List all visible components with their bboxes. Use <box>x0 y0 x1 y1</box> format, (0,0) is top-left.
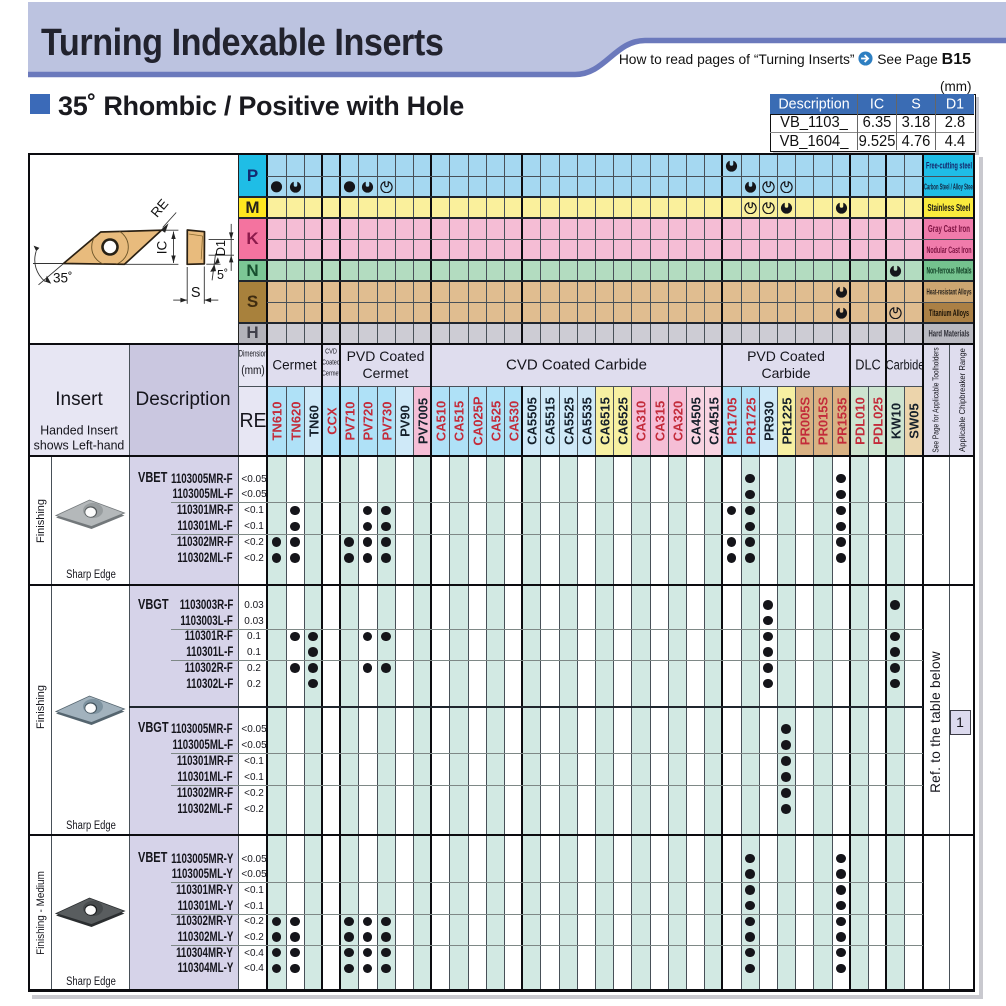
svg-text:Gray Cast Iron: Gray Cast Iron <box>928 224 970 235</box>
svg-text:RE: RE <box>148 196 172 220</box>
svg-text:IC: IC <box>155 240 170 254</box>
svg-text:Titanium Alloys: Titanium Alloys <box>929 308 969 319</box>
svg-text:Non-ferrous Metals: Non-ferrous Metals <box>927 266 972 276</box>
svg-text:35˚: 35˚ <box>53 271 73 286</box>
svg-text:5˚: 5˚ <box>217 268 228 282</box>
svg-text:Free-cutting steel: Free-cutting steel <box>926 161 972 171</box>
svg-text:Nodular Cast Iron: Nodular Cast Iron <box>927 245 972 256</box>
svg-text:S: S <box>191 285 201 301</box>
svg-text:Carbon Steel / Alloy Steel: Carbon Steel / Alloy Steel <box>924 182 974 191</box>
svg-text:Stainless Steel: Stainless Steel <box>928 203 971 214</box>
svg-text:D1: D1 <box>214 240 228 256</box>
svg-text:Heat-resistant Alloys: Heat-resistant Alloys <box>927 287 972 297</box>
svg-text:Hard Materials: Hard Materials <box>929 328 970 339</box>
